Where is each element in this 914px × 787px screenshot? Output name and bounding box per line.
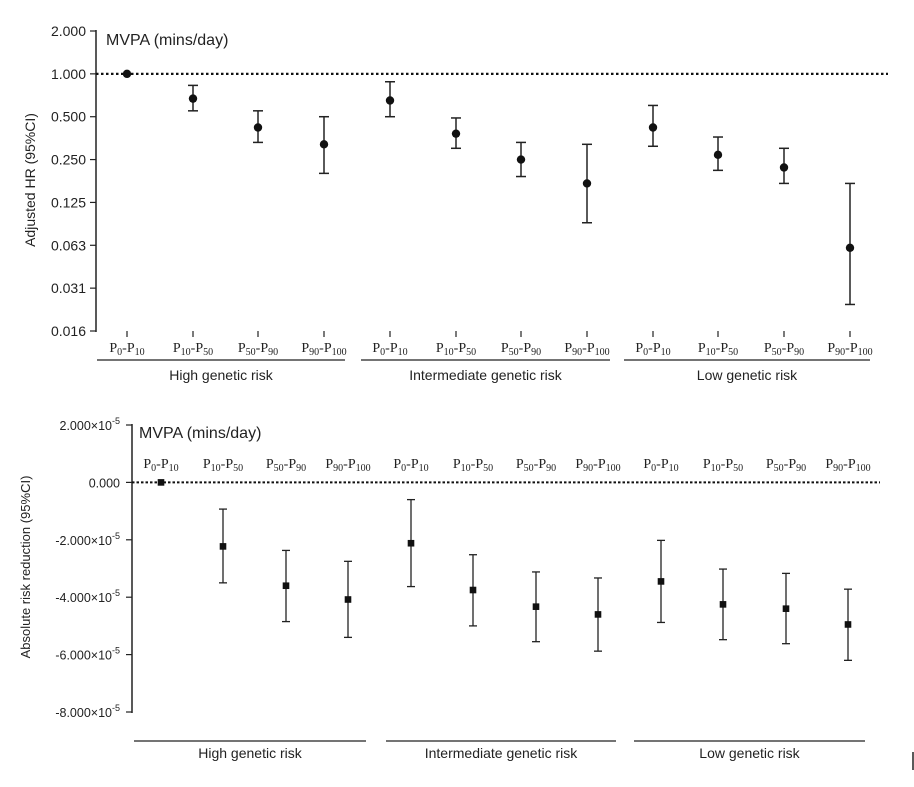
bottom-category-label: P0-P10 — [143, 457, 178, 474]
bottom-category-label: P90-P100 — [825, 457, 870, 474]
top-estimate-point — [253, 123, 263, 132]
bottom-y-tick-label: 2.000×10-5 — [60, 416, 121, 433]
bottom-estimate-point — [469, 586, 477, 594]
top-category-label: P10-P50 — [698, 341, 738, 358]
bottom-estimate-point — [532, 603, 540, 610]
top-y-tick-label: 0.031 — [51, 280, 86, 296]
bottom-category-label: P50-P90 — [516, 457, 556, 474]
bottom-category-label: P10-P50 — [203, 457, 243, 474]
bottom-panel: MVPA (mins/day) Absolute risk reduction … — [18, 416, 880, 761]
top-y-tick-label: 0.063 — [51, 237, 86, 253]
top-category-label: P90-P100 — [564, 341, 609, 358]
top-y-axis-label: Adjusted HR (95%CI) — [22, 113, 38, 247]
top-y-tick-label: 0.125 — [51, 194, 86, 210]
bottom-group-label: High genetic risk — [198, 745, 302, 761]
top-estimate-point — [779, 163, 789, 172]
bottom-category-label: P0-P10 — [643, 457, 678, 474]
bottom-y-tick-label: -4.000×10-5 — [55, 588, 120, 605]
top-chart-title: MVPA (mins/day) — [106, 32, 228, 49]
top-estimate-point — [188, 94, 198, 103]
top-category-label: P50-P90 — [764, 341, 804, 358]
bottom-category-label: P90-P100 — [325, 457, 370, 474]
top-y-tick-label: 2.000 — [51, 23, 86, 39]
bottom-estimate-point — [219, 543, 227, 550]
bottom-y-tick-label: -2.000×10-5 — [55, 531, 120, 548]
bottom-chart-title: MVPA (mins/day) — [139, 425, 261, 442]
top-category-label: P10-P50 — [436, 341, 476, 358]
bottom-estimate-point — [719, 601, 727, 608]
top-y-tick-label: 1.000 — [51, 66, 86, 82]
top-estimate-point — [451, 129, 461, 138]
top-category-label: P0-P10 — [635, 341, 670, 358]
bottom-category-label: P10-P50 — [703, 457, 743, 474]
top-estimate-point — [516, 155, 526, 164]
top-group-label: High genetic risk — [169, 367, 273, 383]
top-category-label: P90-P100 — [827, 341, 872, 358]
top-y-tick-label: 0.500 — [51, 109, 86, 125]
top-category-label: P0-P10 — [109, 341, 144, 358]
bottom-category-label: P90-P100 — [575, 457, 620, 474]
top-estimate-point — [122, 69, 132, 79]
top-category-label: P10-P50 — [173, 341, 213, 358]
bottom-y-axis-label: Absolute risk reduction (95%CI) — [18, 476, 33, 659]
top-category-label: P50-P90 — [238, 341, 278, 358]
bottom-estimate-point — [594, 611, 602, 618]
bottom-y-tick-label: -8.000×10-5 — [55, 703, 120, 720]
top-y-tick-label: 0.016 — [51, 323, 86, 339]
top-group-label: Low genetic risk — [697, 367, 798, 383]
top-estimate-point — [845, 243, 855, 253]
top-category-label: P0-P10 — [372, 341, 407, 358]
top-estimate-point — [648, 123, 658, 132]
bottom-estimate-point — [282, 582, 290, 590]
bottom-estimate-point — [782, 605, 790, 612]
bottom-category-label: P10-P50 — [453, 457, 493, 474]
bottom-category-label: P50-P90 — [766, 457, 806, 474]
top-estimate-point — [385, 96, 395, 105]
top-estimate-point — [319, 140, 329, 149]
top-category-label: P50-P90 — [501, 341, 541, 358]
bottom-category-label: P50-P90 — [266, 457, 306, 474]
bottom-y-tick-label: 0.000 — [89, 476, 120, 490]
top-estimate-point — [582, 179, 592, 188]
top-group-label: Intermediate genetic risk — [409, 367, 563, 383]
bottom-category-label: P0-P10 — [393, 457, 428, 474]
top-y-tick-label: 0.250 — [51, 152, 86, 168]
bottom-estimate-point — [344, 596, 352, 603]
bottom-estimate-point — [657, 578, 665, 585]
bottom-estimate-point — [407, 539, 415, 547]
bottom-group-label: Low genetic risk — [699, 745, 800, 761]
top-panel: MVPA (mins/day) Adjusted HR (95%CI) 2.00… — [22, 23, 888, 383]
top-category-label: P90-P100 — [301, 341, 346, 358]
bottom-y-tick-label: -6.000×10-5 — [55, 646, 120, 663]
top-estimate-point — [713, 150, 723, 160]
bottom-group-label: Intermediate genetic risk — [425, 745, 579, 761]
bottom-estimate-point — [844, 621, 852, 628]
bottom-estimate-point — [157, 479, 165, 486]
